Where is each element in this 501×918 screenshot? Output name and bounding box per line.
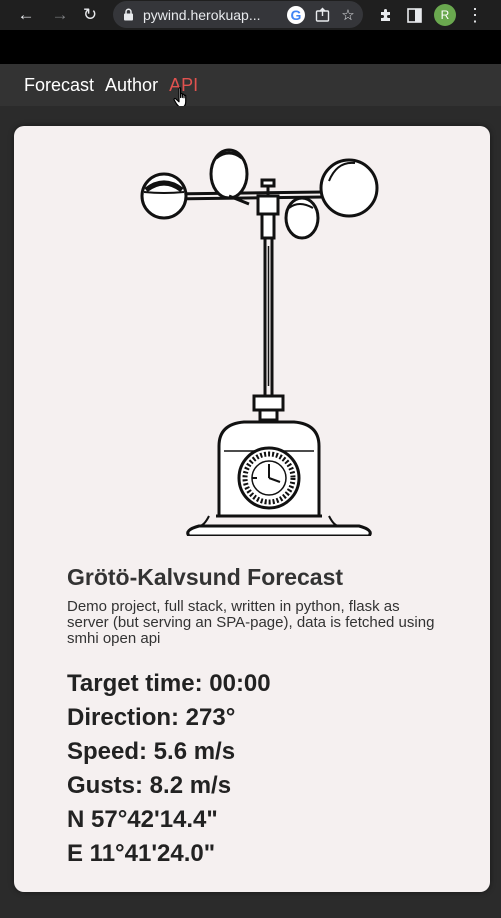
forward-arrow-icon[interactable]: → — [51, 5, 69, 24]
forecast-stats: Target time: 00:00 Direction: 273° Speed… — [67, 667, 271, 871]
share-icon[interactable] — [311, 4, 333, 26]
profile-avatar[interactable]: R — [434, 4, 456, 26]
forecast-title: Grötö-Kalvsund Forecast — [67, 564, 344, 590]
site-nav: Forecast Author API — [0, 64, 501, 106]
nav-author[interactable]: Author — [105, 74, 159, 95]
hand-cursor-icon — [173, 87, 187, 109]
side-panel-icon[interactable] — [400, 1, 428, 29]
wind-direction: Direction: 273° — [67, 704, 236, 731]
forecast-card: Grötö-Kalvsund Forecast Demo project, fu… — [14, 126, 490, 892]
nav-forecast[interactable]: Forecast — [24, 74, 95, 95]
lock-icon — [121, 8, 135, 22]
toolbar-strip — [0, 30, 501, 64]
nav-api[interactable]: API — [169, 74, 199, 95]
star-icon[interactable]: ☆ — [341, 6, 355, 24]
target-time: Target time: 00:00 — [67, 670, 271, 697]
url-text: pywind.herokuap... — [143, 6, 261, 23]
google-icon[interactable]: G — [287, 5, 305, 24]
anemometer-illustration — [140, 148, 379, 536]
browser-toolbar: ← → ↻ pywind.herokuap... G ☆ R ⋮ — [0, 0, 501, 30]
wind-speed: Speed: 5.6 m/s — [67, 738, 236, 765]
address-bar[interactable]: pywind.herokuap... G ☆ — [113, 1, 363, 28]
menu-kebab-icon[interactable]: ⋮ — [466, 4, 484, 25]
back-arrow-icon[interactable]: ← — [17, 5, 35, 24]
wind-gusts: Gusts: 8.2 m/s — [67, 772, 232, 799]
extensions-icon[interactable] — [372, 1, 400, 29]
latitude: N 57°42'14.4" — [67, 806, 218, 833]
reload-icon[interactable]: ↻ — [82, 5, 98, 24]
project-description: Demo project, full stack, written in pyt… — [67, 598, 435, 647]
longitude: E 11°41'24.0" — [67, 840, 216, 867]
